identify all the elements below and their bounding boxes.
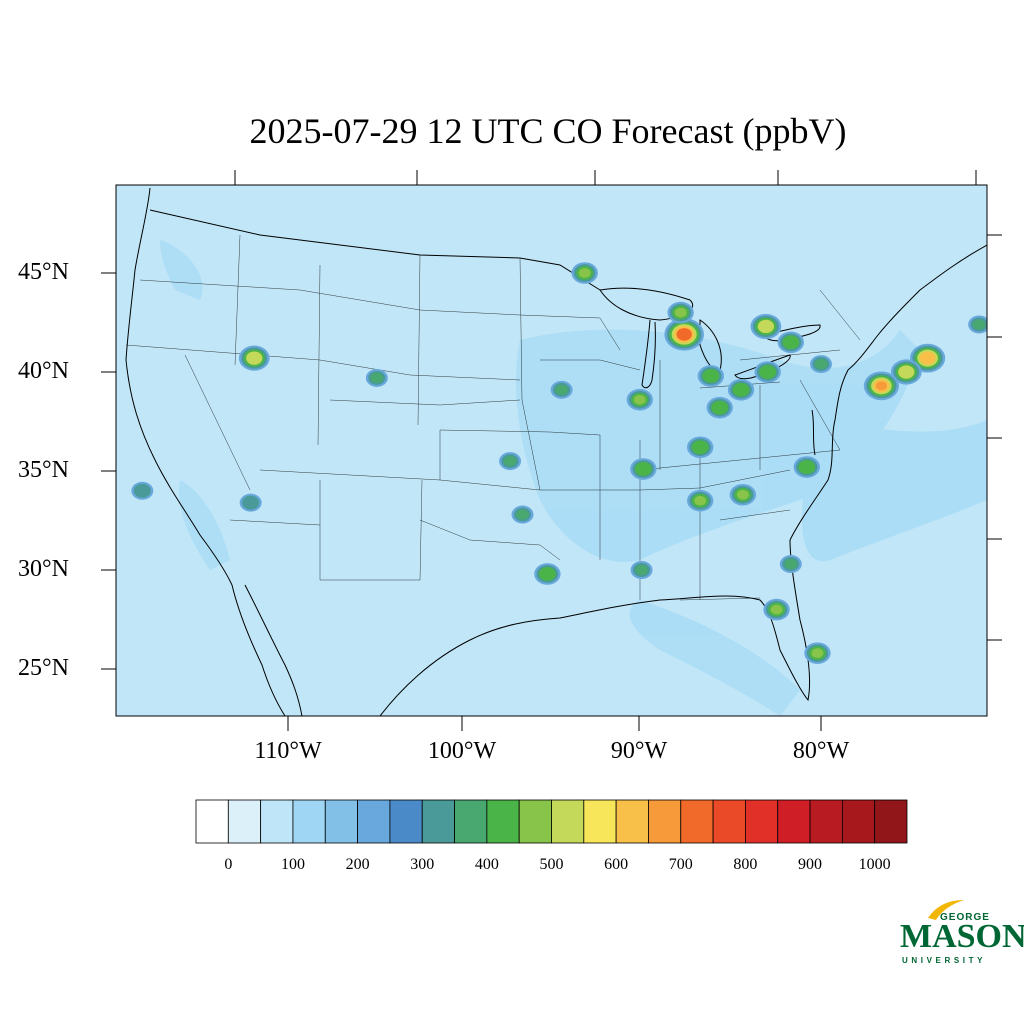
lat-label-35: 35°N [18,457,69,483]
hotspot-cleveland [784,337,797,348]
hotspot-pittsburgh [814,359,828,370]
hotspot-phoenix [244,497,257,508]
hotspot-baltimore [875,381,887,391]
hotspot-dallas [516,509,529,520]
hotspot-kansas-city [555,384,568,395]
right-ticks [987,234,1002,641]
logo-swoosh-icon [928,900,964,920]
regional-plumes [160,240,987,716]
left-ticks [101,272,116,670]
lat-label-25: 25°N [18,655,69,681]
hotspot-philadelphia [900,367,913,377]
hotspot-charlotte [800,462,813,472]
map-frame [115,184,988,717]
colorbar-swatch [874,799,908,844]
hotspot-jacksonville [784,559,797,570]
map-title: 2025-07-29 12 UTC CO Forecast (ppbV) [249,111,847,151]
hotspot-tampa [770,604,783,615]
lon-label-90: 90°W [610,738,668,764]
colorbar-tick-label: 300 [410,856,435,873]
colorbar-swatch [615,799,649,844]
colorbar-tick-label: 700 [668,856,693,873]
logo-line-george: GEORGE [940,912,990,923]
logo-line-university: UNIVERSITY [902,956,987,965]
hotspot-new-york [922,353,934,363]
co-hotspots [131,262,987,664]
colorbar-tick-label: 1000 [858,856,891,873]
colorbar-swatch [648,799,682,844]
colorbar-swatch [583,799,617,844]
colorbar-swatch [809,799,843,844]
colorbar-tick-label: 0 [224,856,233,873]
hotspot-salt-lake-city [248,353,260,363]
hotspot-st-louis [633,394,646,405]
hotspot-birmingham [694,495,707,506]
hotspot-minneapolis [578,268,591,278]
gmu-logo: GEORGE MASON UNIVERSITY [898,898,1024,970]
logo-line-mason: MASON [900,918,1024,955]
hotspot-columbus [761,367,774,377]
colorbar-swatch [454,799,488,844]
hotspot-miami [811,648,824,659]
hotspot-memphis [637,464,650,474]
colorbar-tick-label: 800 [733,856,758,873]
hotspot-milwaukee [674,307,687,318]
colorbar-tick-label: 500 [539,856,564,873]
colorbar-swatch [518,799,552,844]
colorbar-tick-label: 400 [474,856,499,873]
lat-label-40: 40°N [18,358,69,384]
colorbar-swatch [777,799,811,844]
colorbar-swatch [389,799,423,844]
colorbar-swatch [260,799,294,844]
colorbar-tick-label: 900 [798,856,823,873]
hotspot-cincinnati [735,384,747,395]
coastlines [125,187,987,716]
colorbar-swatch [292,799,326,844]
colorbar-swatch [486,799,520,844]
colorbar-swatch [227,799,262,844]
hotspot-new-orleans [635,564,648,576]
lat-label-30: 30°N [18,556,69,582]
lon-label-80: 80°W [792,738,850,764]
colorbar-swatch [357,799,391,844]
colorbar-tick-label: 200 [345,856,370,873]
hotspot-houston [541,569,554,579]
colorbar-swatch [551,799,585,844]
colorbar-swatch [421,799,455,844]
colorbar-swatch [324,799,358,844]
colorbar-swatch [195,799,229,844]
hotspot-denver [370,372,383,383]
hotspot-detroit [760,321,772,332]
hotspot-boston [972,319,986,330]
colorbar-swatch [841,799,876,844]
colorbar-tick-label: 600 [604,856,629,873]
colorbar-swatch [680,799,714,844]
hotspot-los-angeles [136,485,149,496]
hotspot-chicago [678,330,690,339]
hotspot-atlanta [736,489,749,500]
colorbar-swatch [712,799,746,844]
colorbar-swatch [745,799,779,844]
top-ticks [234,170,977,185]
hotspot-indianapolis [704,371,717,381]
lon-label-110: 110°W [254,738,322,764]
hotspot-louisville [713,402,726,413]
hotspot-nashville [694,442,707,453]
lat-label-45: 45°N [18,259,69,285]
colorbar-tick-label: 100 [280,856,305,873]
bottom-ticks [287,716,822,731]
hotspot-oklahoma-city [503,456,517,467]
colorbar [195,799,908,844]
lon-label-100: 100°W [427,738,497,764]
